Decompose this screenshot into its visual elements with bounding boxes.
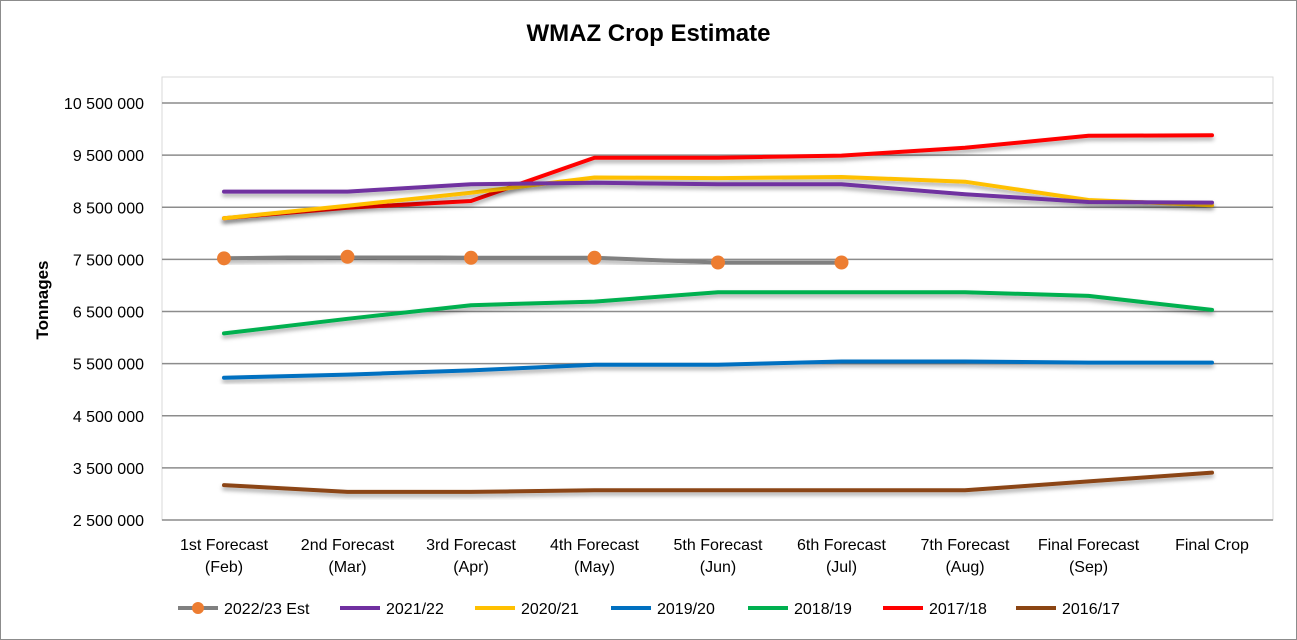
legend-label: 2018/19 xyxy=(794,601,852,618)
legend-label: 2019/20 xyxy=(657,601,715,618)
legend-item: 2018/19 xyxy=(748,601,852,618)
data-point xyxy=(340,249,355,264)
legend-label: 2021/22 xyxy=(386,601,444,618)
x-tick-label: 7th Forecast (Aug) xyxy=(921,537,1010,576)
series-line-2020-21 xyxy=(222,175,1214,221)
legend-label: 2022/23 Est xyxy=(224,601,310,618)
y-tick-label: 8 500 000 xyxy=(73,200,144,217)
data-point xyxy=(464,250,478,265)
data-point xyxy=(587,250,602,265)
legend-label: 2020/21 xyxy=(521,601,579,618)
x-tick-label: 3rd Forecast (Apr) xyxy=(426,537,516,576)
x-tick-label: 4th Forecast (May) xyxy=(550,537,639,576)
series-line-2016-17 xyxy=(222,470,1214,494)
x-tick-label: Final Crop xyxy=(1175,537,1249,554)
series-line-2022-23-est xyxy=(222,254,844,265)
y-axis-ticks: 2 500 000 3 500 000 4 500 000 5 500 000 6 50… xyxy=(64,96,144,530)
x-tick-label: Final Forecast (Sep) xyxy=(1038,537,1140,576)
x-tick-label: 5th Forecast (Jun) xyxy=(674,537,763,576)
x-tick-label: 2nd Forecast (Mar) xyxy=(301,537,395,576)
series-line-2019-20 xyxy=(222,359,1214,380)
series-line-2017-18 xyxy=(222,133,1214,221)
legend-item: 2021/22 xyxy=(340,601,444,618)
legend-marker xyxy=(192,602,204,614)
y-tick-label: 6 500 000 xyxy=(73,305,144,322)
series-line-2018-19 xyxy=(222,290,1214,336)
plot-area xyxy=(161,76,1274,521)
x-tick-label: 6th Forecast (Jul) xyxy=(797,537,886,576)
y-tick-label: 4 500 000 xyxy=(73,409,144,426)
legend-label: 2017/18 xyxy=(929,601,987,618)
legend-label: 2016/17 xyxy=(1062,601,1120,618)
y-tick-label: 2 500 000 xyxy=(73,513,144,530)
legend-item: 2020/21 xyxy=(475,601,579,618)
legend-item: 2019/20 xyxy=(611,601,715,618)
y-tick-label: 10 500 000 xyxy=(64,96,144,113)
gridlines xyxy=(162,102,1273,521)
data-point xyxy=(834,255,849,270)
data-point xyxy=(711,255,725,270)
x-tick-label: 1st Forecast (Feb) xyxy=(180,537,269,576)
y-tick-label: 9 500 000 xyxy=(73,148,144,165)
legend: 2022/23 Est 2021/22 2020/21 2019/20 2018/19 2… xyxy=(178,601,1120,618)
y-tick-label: 7 500 000 xyxy=(73,252,144,269)
y-tick-label: 5 500 000 xyxy=(73,357,144,374)
x-axis-ticks: 1st Forecast (Feb) 2nd Forecast (Mar) 3rd Fo… xyxy=(180,537,1249,576)
legend-item: 2017/18 xyxy=(883,601,987,618)
data-point xyxy=(217,251,231,266)
legend-item: 2022/23 Est xyxy=(178,601,310,618)
y-axis-label: Tonnages xyxy=(33,260,52,339)
chart-title: WMAZ Crop Estimate xyxy=(526,20,771,47)
series-lines xyxy=(217,133,1214,494)
legend-item: 2016/17 xyxy=(1016,601,1120,618)
series-line-2021-22 xyxy=(222,180,1214,205)
y-tick-label: 3 500 000 xyxy=(73,461,144,478)
